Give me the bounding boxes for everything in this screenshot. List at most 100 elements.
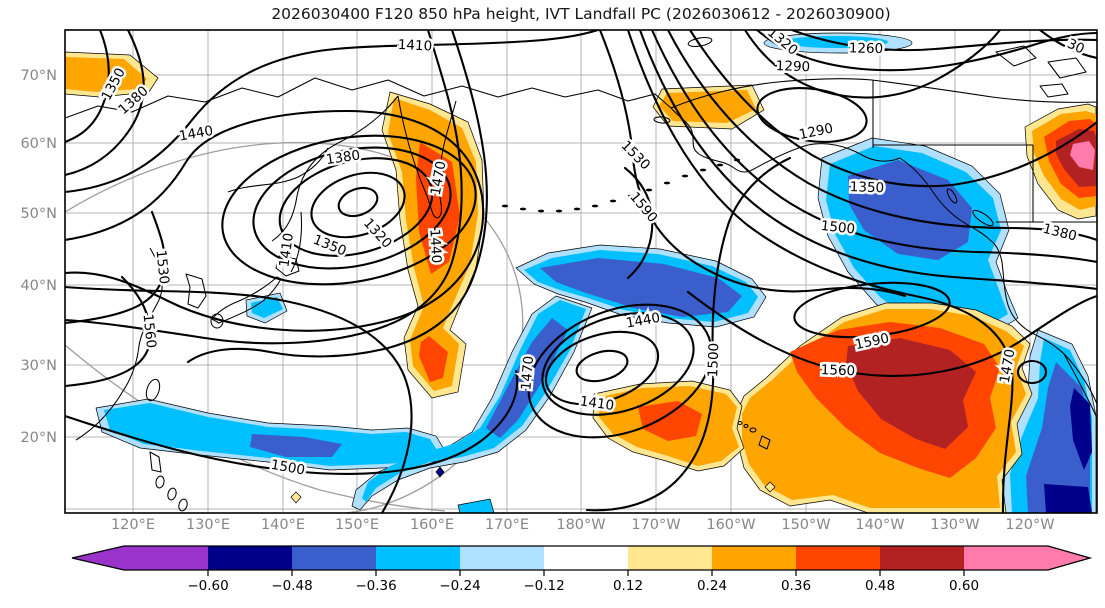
height-contour — [65, 210, 166, 325]
colorbar-tick-label: −0.60 — [187, 578, 228, 594]
coastline — [290, 211, 302, 273]
coastline — [899, 157, 1097, 405]
contour-label: 1260 — [849, 40, 884, 57]
height-contour — [65, 109, 485, 332]
x-tick-label: 160°E — [410, 517, 454, 533]
map-frame — [64, 29, 1098, 514]
island-outline — [178, 498, 188, 512]
shading-region — [1070, 388, 1092, 470]
colorbar-tick-label: −0.36 — [355, 578, 396, 594]
map-plot-area: 1350138014101440138013201350141014701440… — [65, 30, 1097, 513]
shading-region — [419, 336, 448, 382]
height-contour-closed — [1016, 359, 1048, 385]
coastline — [185, 273, 207, 309]
contour-label: 1290 — [776, 58, 811, 75]
figure-title: 2026030400 F120 850 hPa height, IVT Land… — [271, 5, 890, 23]
height-contour — [65, 275, 152, 388]
x-axis-longitude-labels: 120°E 130°E 140°E 150°E 160°E 170°E 180°W 170°W… — [111, 517, 1055, 533]
height-contour-closed — [337, 186, 379, 218]
shading-region — [1044, 484, 1092, 513]
coastline — [149, 451, 162, 473]
y-tick-label: 60°N — [20, 136, 57, 152]
colorbar-segment — [292, 546, 376, 570]
aleutian-island-dot — [555, 209, 563, 213]
contour-label: 1440 — [178, 123, 215, 145]
island-outline — [749, 427, 757, 433]
height-contour — [65, 30, 463, 345]
shading-region — [540, 258, 742, 317]
height-contour — [598, 30, 907, 298]
aleutian-island-dot — [537, 209, 545, 213]
height-contour-closed — [221, 134, 477, 286]
height-contour — [65, 30, 110, 144]
island-outline — [155, 475, 165, 489]
shading-region — [416, 142, 460, 274]
shading-region — [290, 491, 302, 504]
height-contour-closed — [544, 330, 660, 406]
aleutian-island-dot — [663, 181, 671, 185]
colorbar-tick-label: 0.12 — [613, 578, 643, 594]
colorbar-tick-label: −0.24 — [439, 578, 480, 594]
x-tick-label: 140°E — [261, 517, 305, 533]
contour-label: 1290 — [798, 120, 835, 143]
contour-label: 1440 — [426, 228, 444, 263]
height-contour — [65, 30, 145, 177]
aleutian-island-dot — [591, 204, 599, 208]
shading-region — [435, 466, 445, 478]
coastline — [1047, 57, 1087, 79]
colorbar: −0.60 −0.48 −0.36 −0.24 −0.12 0.12 0.24 0.36 0.4… — [71, 545, 1093, 594]
contour-label: 1410 — [579, 393, 615, 414]
colorbar-outline — [71, 545, 1093, 571]
aleutian-island-dot — [501, 204, 509, 208]
colorbar-segment — [712, 546, 796, 570]
y-tick-label: 30°N — [20, 358, 57, 374]
height-contour — [1038, 30, 1097, 60]
coastline — [275, 255, 300, 277]
aleutian-island-dot — [627, 194, 635, 198]
island-outline — [946, 188, 958, 204]
great-circle-arc — [65, 344, 446, 512]
shading-region — [659, 90, 756, 123]
height-contour — [666, 30, 1097, 242]
x-tick-label: 130°W — [930, 517, 979, 533]
coastline — [75, 247, 163, 441]
colorbar-tick-label: 0.24 — [697, 578, 727, 594]
contour-label: 1560 — [821, 362, 856, 379]
x-tick-label: 120°W — [1005, 517, 1054, 533]
colorbar-over-arrow — [964, 546, 1090, 570]
aleutian-island-dot — [609, 199, 617, 203]
height-contour-closed — [252, 146, 452, 270]
coastline — [227, 147, 329, 193]
shading-region — [457, 498, 495, 513]
colorbar-segment — [628, 546, 712, 570]
height-contour — [650, 30, 1097, 264]
coastline — [271, 95, 399, 242]
contour-label: 1410 — [397, 37, 432, 55]
y-tick-label: 20°N — [20, 430, 57, 446]
shading-region — [638, 401, 702, 441]
coastline — [211, 276, 282, 324]
x-tick-label: 130°E — [186, 517, 230, 533]
height-contour-closed — [310, 171, 406, 239]
shading-region — [65, 57, 147, 92]
height-contour — [686, 290, 1097, 377]
island-outline — [167, 487, 177, 501]
height-contour — [638, 30, 1097, 291]
colorbar-tick-label: 0.36 — [781, 578, 811, 594]
height-contour — [186, 30, 488, 364]
aleutian-island-dot — [519, 207, 527, 211]
contour-label: 1350 — [850, 179, 885, 196]
aleutian-island-dot — [573, 207, 581, 211]
height-contour — [65, 285, 413, 513]
contour-label: 1500 — [705, 343, 722, 378]
height-contour-closed — [527, 303, 713, 439]
contour-label: 1530 — [153, 249, 173, 285]
shading-region — [846, 338, 976, 449]
island-outline — [972, 209, 994, 227]
x-tick-label: 140°W — [855, 517, 904, 533]
aleutian-island-dot — [681, 174, 689, 178]
height-contour-closed — [541, 312, 695, 416]
height-contour — [755, 30, 1097, 72]
coastline — [1063, 353, 1097, 419]
